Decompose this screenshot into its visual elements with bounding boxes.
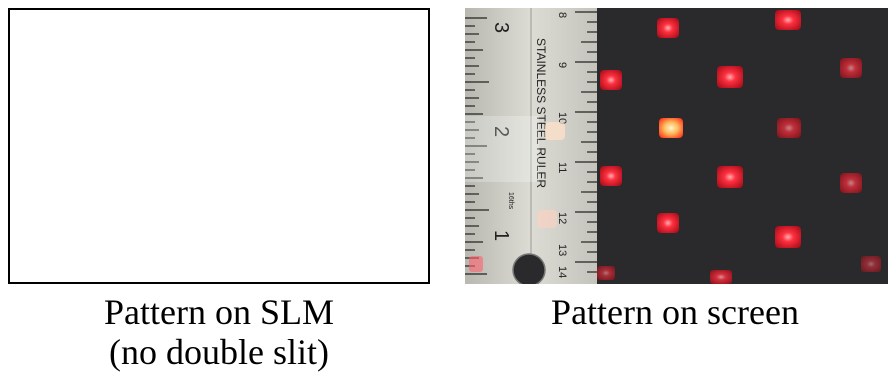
ruler-number-10: 10 xyxy=(556,112,568,124)
ruler-number-13: 13 xyxy=(556,244,568,256)
steel-ruler: 3 2 1 8 9 10 11 12 13 14 STAINLESS STEEL… xyxy=(465,8,597,284)
ruler-unit-label: 16ths xyxy=(507,192,514,210)
screen-photo-panel: 3 2 1 8 9 10 11 12 13 14 STAINLESS STEEL… xyxy=(465,8,888,284)
screen-photo: 3 2 1 8 9 10 11 12 13 14 STAINLESS STEEL… xyxy=(465,8,888,284)
slm-caption: Pattern on SLM (no double slit) xyxy=(8,292,430,372)
ruler-number-2: 2 xyxy=(490,126,512,137)
ruler-number-9: 9 xyxy=(556,62,568,68)
ruler-number-11: 11 xyxy=(556,162,568,173)
ruler-number-3: 3 xyxy=(490,22,512,33)
ruler-number-14: 14 xyxy=(556,266,568,278)
slm-pattern-panel xyxy=(8,8,430,284)
ruler-number-12: 12 xyxy=(556,212,568,224)
ruler-label: STAINLESS STEEL RULER xyxy=(534,38,548,188)
slm-caption-line1: Pattern on SLM xyxy=(104,292,334,332)
ruler-hole xyxy=(512,253,546,284)
screen-caption: Pattern on screen xyxy=(551,292,799,332)
ruler-number-8: 8 xyxy=(556,12,568,18)
slm-caption-line2: (no double slit) xyxy=(109,332,329,372)
ruler-number-1: 1 xyxy=(490,230,512,241)
diffraction-spots xyxy=(597,10,881,284)
